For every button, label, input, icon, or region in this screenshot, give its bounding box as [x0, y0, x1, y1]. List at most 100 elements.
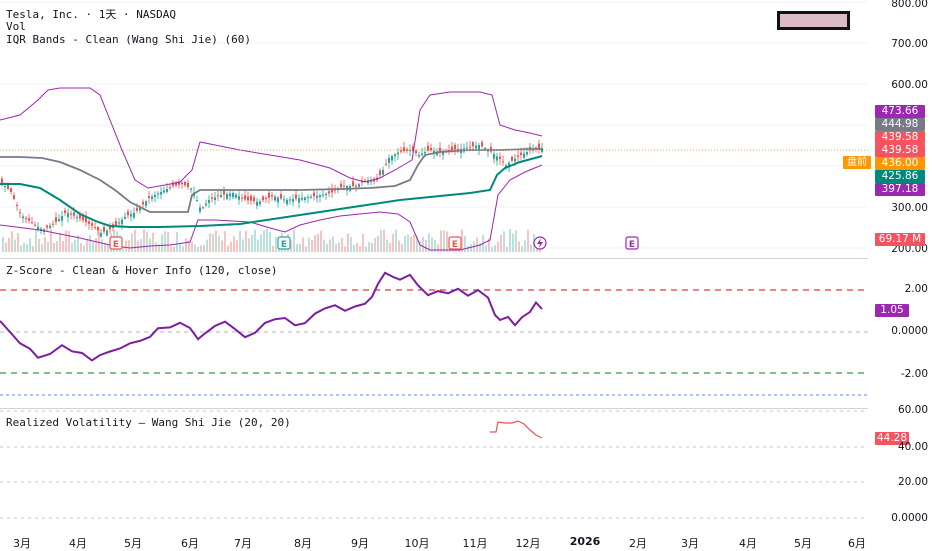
candle-body [13, 195, 15, 199]
candle-body [292, 199, 294, 202]
rv-tick-20: 20.00 [897, 476, 928, 488]
pane-divider-1[interactable] [0, 258, 868, 259]
volume-bar [209, 233, 211, 252]
candle-body [274, 196, 276, 201]
candle-body [295, 194, 297, 199]
realized-vol-chart[interactable] [0, 408, 932, 532]
candle-body [520, 152, 522, 155]
volume-bar [398, 240, 400, 252]
candle-body [184, 181, 186, 186]
volume-bar [305, 246, 307, 252]
volume-bar [86, 239, 88, 252]
price-tick-600: 600.00 [891, 79, 928, 91]
candle-body [451, 146, 453, 151]
volume-bar [173, 246, 175, 252]
candle-body [277, 197, 279, 203]
symbol-title: Tesla, Inc. · 1天 · NASDAQ [6, 8, 176, 21]
zscore-legend[interactable]: Z-Score - Clean & Hover Info (120, close… [6, 264, 278, 277]
iqr-legend[interactable]: IQR Bands - Clean (Wang Shi Jie) (60) [6, 33, 251, 46]
candle-body [307, 197, 309, 199]
volume-bar [383, 229, 385, 252]
candle-body [7, 184, 9, 189]
candle-body [280, 194, 282, 199]
realized-vol-pane[interactable]: Realized Volatility — Wang Shi Jie (20, … [0, 404, 932, 532]
volume-bar [29, 238, 31, 252]
candle-body [370, 181, 372, 182]
vol-legend[interactable]: Vol [6, 20, 26, 33]
candle-body [25, 218, 27, 220]
volume-bar [509, 229, 511, 252]
volume-bar [2, 236, 4, 252]
zscore-pane[interactable]: Z-Score - Clean & Hover Info (120, close… [0, 258, 932, 408]
candle-body [121, 219, 123, 225]
earnings-marker-label: E [452, 240, 458, 250]
candle-body [469, 146, 471, 148]
volume-bar [143, 229, 145, 252]
volume-bar [323, 239, 325, 252]
earnings-marker [277, 236, 291, 250]
candle-body [313, 192, 315, 197]
rv-legend[interactable]: Realized Volatility — Wang Shi Jie (20, … [6, 416, 291, 429]
candle-body [352, 181, 354, 186]
zscore-chart[interactable] [0, 258, 932, 408]
iqr-lower-band [0, 164, 543, 251]
time-axis[interactable]: 3月 4月 5月 6月 7月 8月 9月 10月 11月 12月 2026 2月… [0, 532, 932, 550]
volume-bar [158, 244, 160, 252]
candle-body [124, 216, 126, 219]
x-tick: 5月 [124, 537, 142, 550]
candle-body [355, 185, 357, 187]
price-tag-close: 439.58 [875, 144, 925, 157]
candle-body [472, 142, 474, 147]
premarket-badge: 盘前 [843, 156, 871, 169]
volume-bar [308, 237, 310, 252]
candle-body [391, 156, 393, 161]
volume-bar [329, 239, 331, 252]
volume-bar [350, 237, 352, 252]
pane-divider-2[interactable] [0, 408, 868, 409]
trend-line-teal [0, 155, 543, 228]
volume-bar [62, 240, 64, 252]
color-box-widget[interactable] [777, 11, 850, 30]
volume-bar [77, 235, 79, 252]
candle-body [151, 196, 153, 200]
candle-body [154, 195, 156, 198]
volume-bar [446, 231, 448, 252]
price-tag-teal: 425.86 [875, 170, 925, 183]
x-tick: 12月 [515, 537, 541, 550]
candle-body [55, 217, 57, 222]
volume-bar [365, 246, 367, 252]
candle-body [457, 149, 459, 151]
price-pane[interactable]: E E E E Tesla, Inc. · 1天 · NASDAQ Vol IQR B… [0, 0, 932, 258]
rv-current-tag: 44.28 [875, 432, 909, 445]
volume-bar [494, 245, 496, 252]
volume-bar [437, 244, 439, 252]
candle-body [226, 194, 228, 199]
candle-body [133, 212, 135, 218]
vol-label: Vol [6, 20, 26, 33]
volume-bar [191, 241, 193, 252]
volume-bar [335, 244, 337, 252]
price-tick-300: 300.00 [891, 202, 928, 214]
x-tick-year: 2026 [569, 535, 601, 548]
candle-body [34, 224, 36, 226]
candle-body [298, 198, 300, 203]
x-tick: 6月 [181, 537, 199, 550]
candle-body [91, 223, 93, 226]
volume-bar [431, 237, 433, 252]
volume-bar [44, 237, 46, 252]
volume-bar [140, 239, 142, 252]
candle-body [304, 197, 306, 201]
volume-bar [248, 238, 250, 252]
price-tick-200: 200.00 [891, 243, 928, 255]
volume-bar [221, 240, 223, 252]
volume-bar [107, 244, 109, 252]
volume-bar [179, 244, 181, 252]
symbol-legend[interactable]: Tesla, Inc. · 1天 · NASDAQ [6, 6, 176, 22]
candle-body [217, 195, 219, 197]
candle-body [526, 152, 528, 155]
candle-body [175, 182, 177, 186]
volume-bar [506, 246, 508, 252]
volume-bar [296, 244, 298, 252]
volume-bar [11, 231, 13, 252]
